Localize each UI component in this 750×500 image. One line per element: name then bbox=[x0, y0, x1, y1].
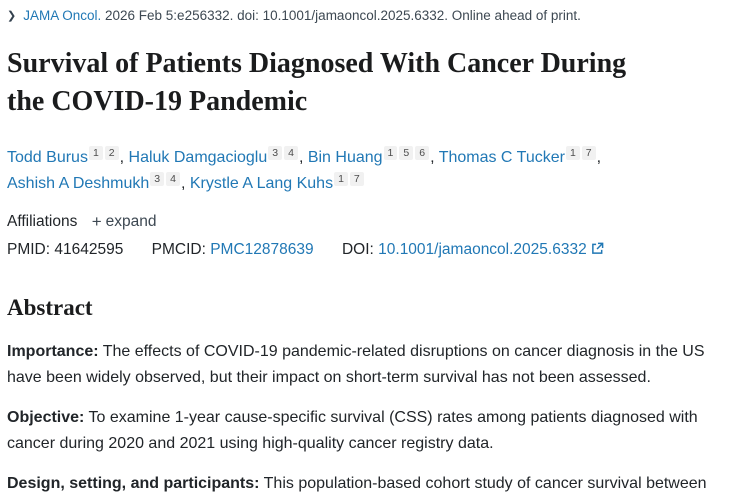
pmid-label: PMID: bbox=[7, 241, 51, 258]
author-list: Todd Burus 1 2, Haluk Damgacioglu 3 4, Bin H… bbox=[7, 145, 738, 197]
abstract-section-label: Design, setting, and participants: bbox=[7, 475, 260, 492]
author-affiliation-superscript[interactable]: 7 bbox=[349, 172, 364, 186]
expand-button-label: expand bbox=[105, 213, 157, 230]
abstract-section-label: Objective: bbox=[7, 409, 85, 426]
author-affiliation-superscript[interactable]: 2 bbox=[104, 146, 119, 160]
author-affiliation-superscript[interactable]: 3 bbox=[150, 172, 165, 186]
author-link[interactable]: Bin Huang bbox=[307, 149, 383, 166]
external-link-icon bbox=[591, 240, 604, 262]
author-link[interactable]: Todd Burus bbox=[7, 149, 88, 166]
identifiers-row: PMID: 41642595 PMCID: PMC12878639 DOI: 1… bbox=[7, 239, 738, 261]
abstract-section-label: Importance: bbox=[7, 343, 99, 360]
author-affiliation-superscript[interactable]: 3 bbox=[268, 146, 283, 160]
author-affiliation-superscript[interactable]: 7 bbox=[581, 146, 596, 160]
author-separator: , bbox=[596, 149, 602, 166]
expand-affiliations-button[interactable]: + expand bbox=[92, 210, 157, 233]
author-affiliation-superscript[interactable]: 4 bbox=[284, 146, 298, 160]
author-separator: , bbox=[298, 149, 308, 166]
citation-line: ❯ JAMA Oncol. 2026 Feb 5:e256332. doi: 10… bbox=[7, 6, 738, 27]
abstract-paragraph: Design, setting, and participants: This … bbox=[7, 475, 707, 492]
chevron-right-icon: ❯ bbox=[7, 10, 17, 22]
abstract-paragraph: Importance: The effects of COVID-19 pand… bbox=[7, 343, 705, 386]
author-line: Ashish A Deshmukh 3 4, Krystle A Lang Kuhs… bbox=[7, 171, 738, 197]
author-affiliation-superscript[interactable]: 1 bbox=[565, 146, 580, 160]
author-separator: , bbox=[430, 149, 439, 166]
page-title-line2: the COVID-19 Pandemic bbox=[7, 86, 308, 117]
pmid-value: 41642595 bbox=[54, 241, 124, 258]
abstract-paragraph: Objective: To examine 1-year cause-speci… bbox=[7, 409, 698, 452]
author-separator: , bbox=[180, 175, 190, 192]
author-link[interactable]: Thomas C Tucker bbox=[438, 149, 565, 166]
page-title: Survival of Patients Diagnosed With Canc… bbox=[7, 45, 738, 121]
author-link[interactable]: Haluk Damgacioglu bbox=[128, 149, 268, 166]
abstract-heading: Abstract bbox=[7, 295, 93, 320]
journal-link[interactable]: JAMA Oncol. bbox=[23, 8, 102, 23]
author-affiliation-superscript[interactable]: 1 bbox=[334, 172, 348, 186]
author-link[interactable]: Ashish A Deshmukh bbox=[7, 175, 150, 192]
abstract-body: Importance: The effects of COVID-19 pand… bbox=[7, 339, 738, 500]
affiliations-label: Affiliations bbox=[7, 213, 78, 230]
page-title-line1: Survival of Patients Diagnosed With Canc… bbox=[7, 48, 627, 79]
author-link[interactable]: Krystle A Lang Kuhs bbox=[189, 175, 334, 192]
affiliations-row: Affiliations + expand bbox=[7, 210, 738, 233]
pmid-group: PMID: 41642595 bbox=[7, 241, 128, 258]
pmcid-group: PMCID: PMC12878639 bbox=[152, 241, 318, 258]
doi-group: DOI: 10.1001/jamaoncol.2025.6332 bbox=[342, 241, 604, 258]
pmcid-link[interactable]: PMC12878639 bbox=[210, 241, 314, 258]
author-affiliation-superscript[interactable]: 4 bbox=[166, 172, 180, 186]
author-line: Todd Burus 1 2, Haluk Damgacioglu 3 4, Bin H… bbox=[7, 145, 738, 171]
doi-link[interactable]: 10.1001/jamaoncol.2025.6332 bbox=[378, 241, 604, 258]
author-affiliation-superscript[interactable]: 1 bbox=[383, 146, 398, 160]
author-separator: , bbox=[119, 149, 129, 166]
author-affiliation-superscript[interactable]: 5 bbox=[399, 146, 414, 160]
citation-text: 2026 Feb 5:e256332. doi: 10.1001/jamaonc… bbox=[101, 8, 581, 23]
author-affiliation-superscript[interactable]: 1 bbox=[88, 146, 103, 160]
author-affiliation-superscript[interactable]: 6 bbox=[415, 146, 430, 160]
plus-icon: + bbox=[91, 212, 102, 231]
pmcid-label: PMCID: bbox=[151, 241, 206, 258]
doi-label: DOI: bbox=[341, 241, 374, 258]
